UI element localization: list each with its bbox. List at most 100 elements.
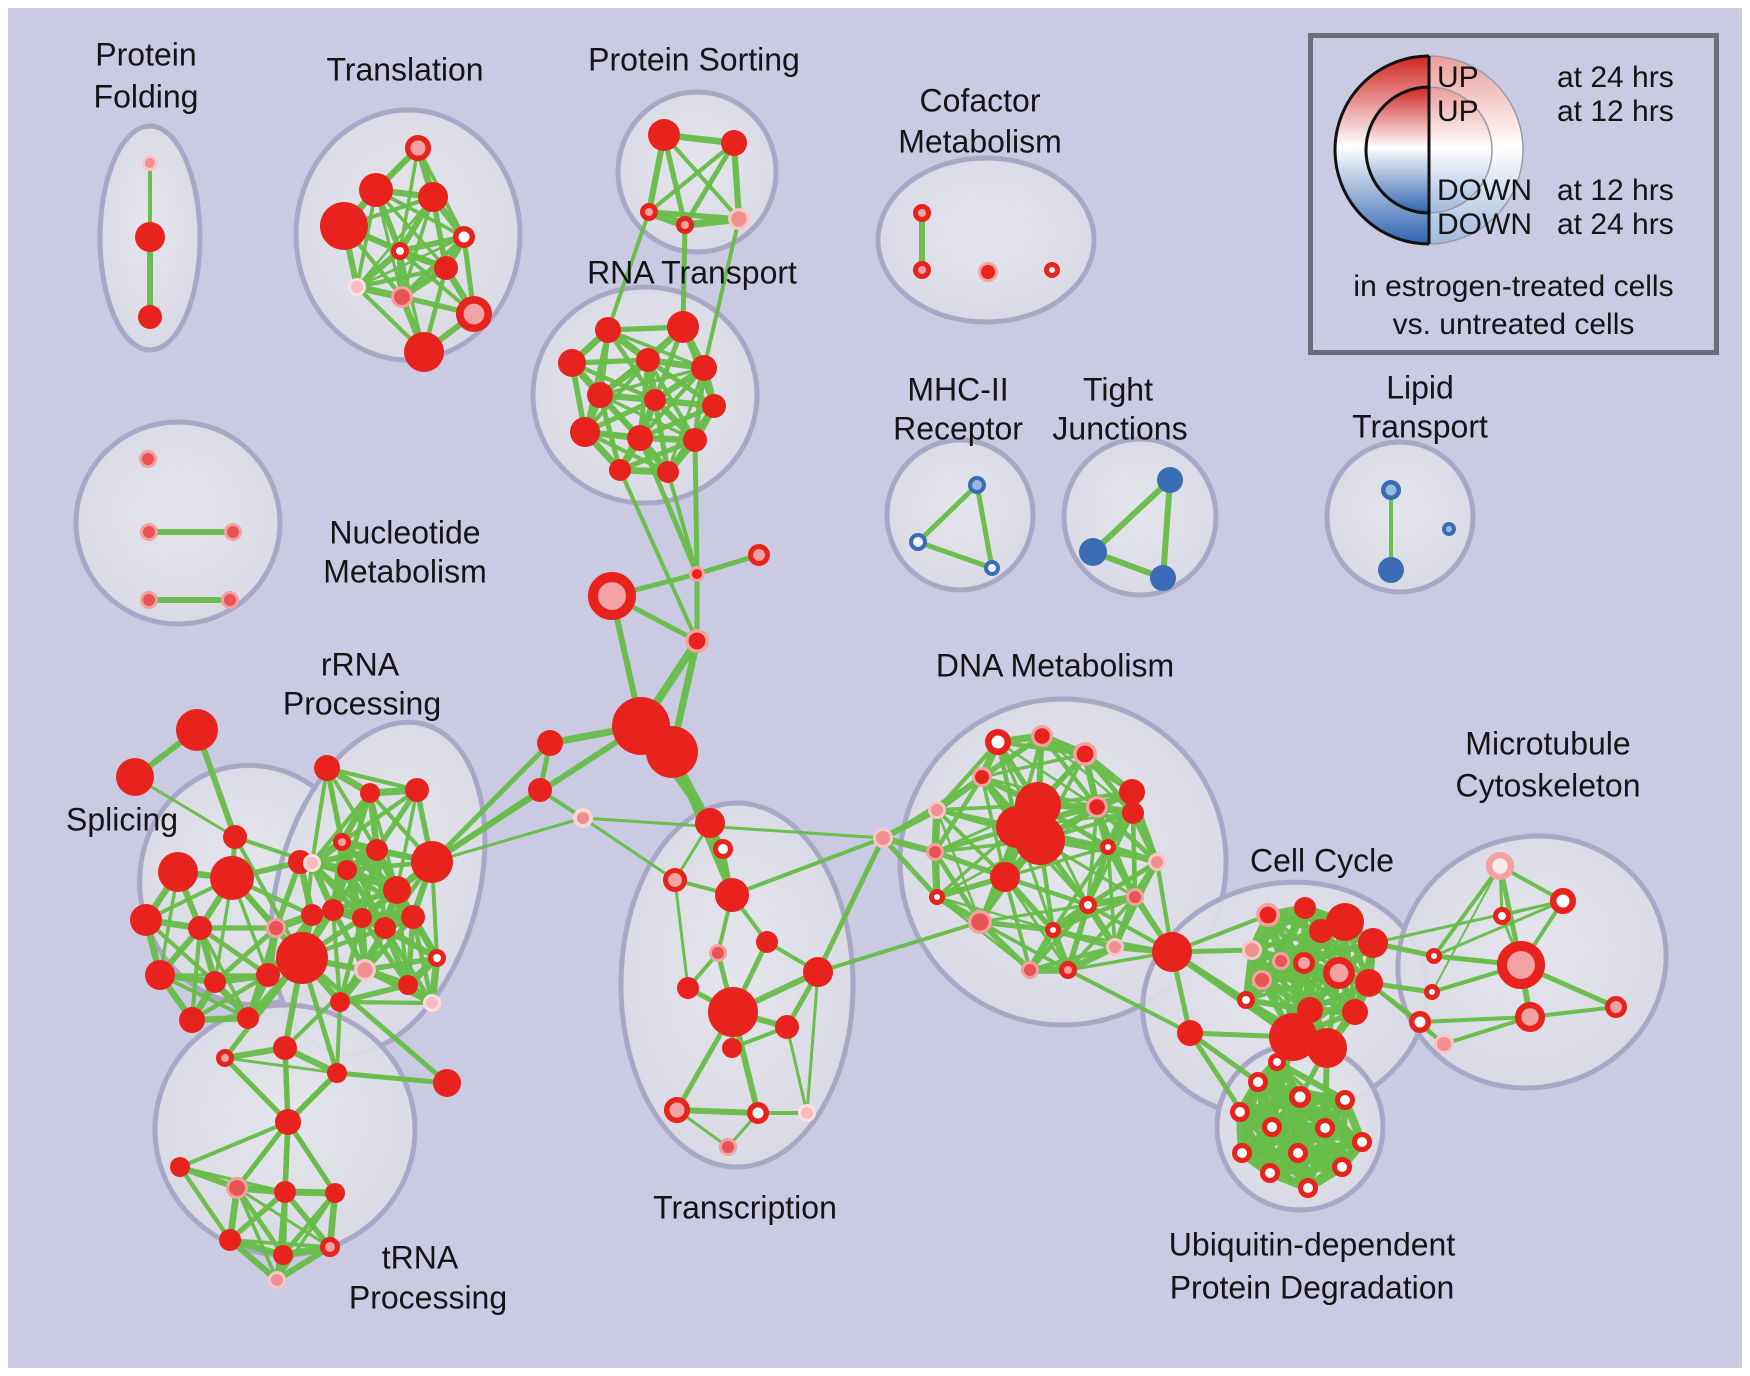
- network-edge: [1367, 981, 1446, 1046]
- network-node: [176, 709, 218, 751]
- network-node: [330, 992, 350, 1012]
- network-edge: [935, 895, 1055, 932]
- network-node: [383, 876, 411, 904]
- network-node: [1352, 1132, 1372, 1152]
- cluster-label-lipid-transport: Lipid: [1386, 369, 1454, 405]
- network-node: [1315, 1118, 1335, 1138]
- cluster-label-cofactor-metabolism: Cofactor: [920, 82, 1041, 118]
- network-node: [1355, 969, 1383, 997]
- legend-footer-line: vs. untreated cells: [1392, 308, 1635, 341]
- network-node: [695, 808, 725, 838]
- cluster-label-mhc-ii-receptor: Receptor: [893, 410, 1023, 446]
- network-node: [775, 1015, 799, 1039]
- network-node: [1293, 952, 1315, 974]
- network-edge: [646, 140, 737, 215]
- cluster-ellipse-mhc-ii-receptor: [884, 437, 1036, 593]
- network-edge: [980, 752, 1087, 779]
- network-node: [1079, 538, 1107, 566]
- network-edge: [299, 955, 450, 1086]
- network-node: [676, 216, 694, 234]
- cluster-label-trna-processing: Processing: [349, 1279, 507, 1315]
- network-node: [320, 202, 368, 250]
- network-node: [1493, 907, 1511, 925]
- network-edge: [285, 1119, 338, 1196]
- network-node: [221, 591, 239, 609]
- network-node: [587, 382, 613, 408]
- network-edge: [1187, 1030, 1245, 1115]
- network-node: [1381, 480, 1401, 500]
- network-edge: [325, 766, 379, 852]
- network-node: [1486, 852, 1515, 881]
- network-edge: [1003, 845, 1110, 879]
- network-node: [210, 856, 254, 900]
- network-edge: [617, 437, 698, 473]
- network-node: [926, 843, 944, 861]
- network-edge: [680, 222, 688, 330]
- network-node: [116, 758, 154, 796]
- network-node: [423, 994, 441, 1012]
- network-edge: [1266, 1163, 1346, 1177]
- network-edge: [915, 539, 995, 571]
- network-node: [398, 975, 418, 995]
- network-node: [314, 755, 340, 781]
- network-node: [275, 1109, 301, 1135]
- network-node: [223, 825, 247, 849]
- cluster-label-mhc-ii-receptor: MHC-II: [907, 371, 1008, 407]
- network-edge: [309, 790, 373, 866]
- network-node: [401, 905, 425, 929]
- network-edge: [334, 1070, 450, 1086]
- network-node: [627, 425, 653, 451]
- network-node: [391, 242, 409, 260]
- network-node: [709, 944, 727, 962]
- network-node: [1059, 961, 1077, 979]
- cluster-label-ubiquitin-degradation: Protein Degradation: [1170, 1269, 1455, 1305]
- network-node: [928, 801, 946, 819]
- network-node: [913, 204, 931, 222]
- network-node: [985, 729, 1011, 755]
- network-node: [1237, 991, 1255, 1009]
- network-node: [170, 1157, 190, 1177]
- network-node: [1323, 957, 1355, 989]
- cluster-label-cofactor-metabolism: Metabolism: [898, 123, 1062, 159]
- network-edge: [1244, 971, 1341, 1002]
- network-edge: [1249, 905, 1308, 953]
- network-edge: [582, 429, 671, 475]
- network-node: [434, 256, 458, 280]
- cluster-ellipse-lipid-transport: [1324, 439, 1476, 595]
- network-node: [320, 1237, 340, 1257]
- network-edge: [133, 775, 237, 839]
- network-edge: [273, 1243, 334, 1284]
- network-edge: [915, 482, 980, 545]
- network-edge: [282, 1189, 333, 1250]
- network-node: [327, 1063, 347, 1083]
- network-node: [873, 828, 893, 848]
- network-node: [428, 949, 446, 967]
- legend-direction: UP: [1437, 95, 1479, 128]
- network-node: [1044, 262, 1060, 278]
- cluster-labels: Protein Folding Translation Protein Sorting…: [66, 36, 1641, 1315]
- cluster-label-protein-folding: Protein: [95, 36, 196, 72]
- network-edge: [228, 1238, 332, 1249]
- network-node: [1230, 1102, 1250, 1122]
- network-edge: [1432, 899, 1565, 958]
- network-node: [411, 841, 453, 883]
- network-node: [1262, 1117, 1282, 1137]
- network-node: [677, 977, 699, 999]
- network-node: [1378, 557, 1404, 583]
- network-edge: [674, 1107, 761, 1116]
- network-node: [1260, 1163, 1280, 1183]
- network-edge: [618, 468, 699, 643]
- network-node: [1086, 796, 1109, 819]
- network-node: [1515, 1002, 1546, 1033]
- network-node: [984, 560, 1000, 576]
- network-node: [274, 1181, 296, 1203]
- network-node: [689, 566, 705, 582]
- cluster-label-protein-sorting: Protein Sorting: [588, 41, 800, 77]
- network-node: [1248, 1072, 1268, 1092]
- network-node: [1079, 896, 1097, 914]
- network-edge: [283, 968, 367, 1050]
- network-node: [1424, 984, 1440, 1000]
- network-node: [702, 394, 726, 418]
- network-node: [570, 417, 600, 447]
- network-node: [268, 1271, 286, 1289]
